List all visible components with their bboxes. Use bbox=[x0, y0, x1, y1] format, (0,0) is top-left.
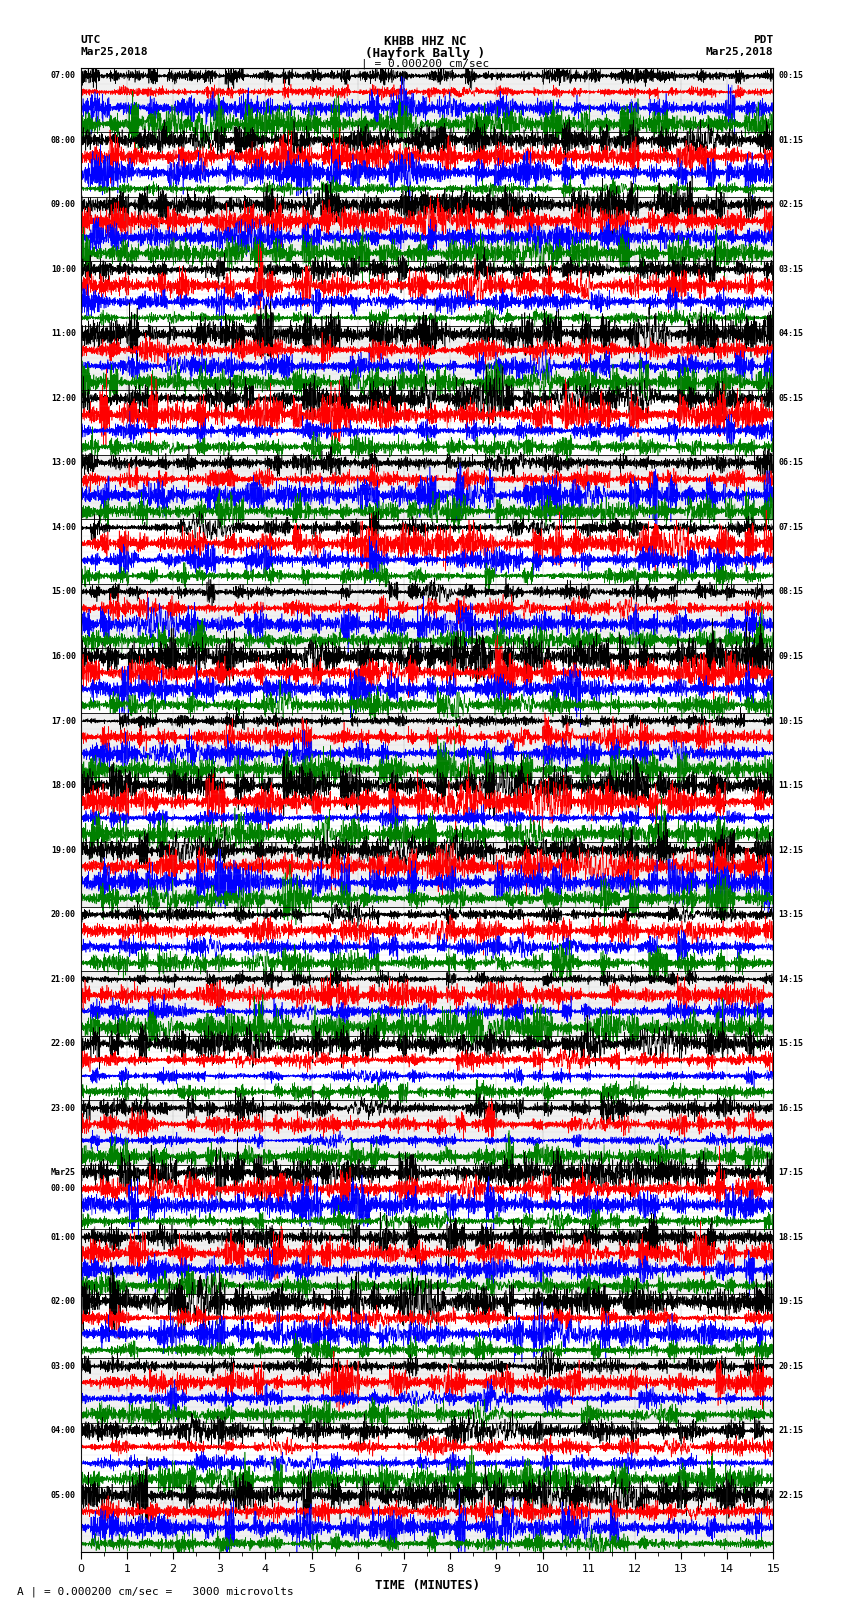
Text: Mar25: Mar25 bbox=[51, 1168, 76, 1177]
Text: 07:15: 07:15 bbox=[779, 523, 803, 532]
Text: Mar25,2018: Mar25,2018 bbox=[81, 47, 148, 56]
Text: 10:15: 10:15 bbox=[779, 716, 803, 726]
Bar bbox=[81, 713, 774, 777]
Text: 15:00: 15:00 bbox=[51, 587, 76, 597]
Text: 13:00: 13:00 bbox=[51, 458, 76, 468]
Bar bbox=[81, 1358, 774, 1423]
Text: 18:00: 18:00 bbox=[51, 781, 76, 790]
Text: 01:00: 01:00 bbox=[51, 1232, 76, 1242]
Text: 02:15: 02:15 bbox=[779, 200, 803, 210]
Text: 13:15: 13:15 bbox=[779, 910, 803, 919]
Text: 03:15: 03:15 bbox=[779, 265, 803, 274]
Bar bbox=[81, 1423, 774, 1487]
Text: 08:00: 08:00 bbox=[51, 135, 76, 145]
Bar bbox=[81, 1294, 774, 1358]
Text: 14:00: 14:00 bbox=[51, 523, 76, 532]
Bar bbox=[81, 1100, 774, 1165]
Text: 01:15: 01:15 bbox=[779, 135, 803, 145]
Bar bbox=[81, 1036, 774, 1100]
Text: 17:00: 17:00 bbox=[51, 716, 76, 726]
Text: | = 0.000200 cm/sec: | = 0.000200 cm/sec bbox=[361, 58, 489, 69]
Text: 02:00: 02:00 bbox=[51, 1297, 76, 1307]
Text: Mar25,2018: Mar25,2018 bbox=[706, 47, 774, 56]
Text: 16:15: 16:15 bbox=[779, 1103, 803, 1113]
Text: 16:00: 16:00 bbox=[51, 652, 76, 661]
Bar bbox=[81, 1229, 774, 1294]
Text: 11:00: 11:00 bbox=[51, 329, 76, 339]
Text: 21:15: 21:15 bbox=[779, 1426, 803, 1436]
Text: PDT: PDT bbox=[753, 35, 774, 45]
Text: 10:00: 10:00 bbox=[51, 265, 76, 274]
Bar bbox=[81, 519, 774, 584]
Bar bbox=[81, 1165, 774, 1229]
Text: KHBB HHZ NC: KHBB HHZ NC bbox=[383, 35, 467, 48]
Bar bbox=[81, 197, 774, 261]
Text: (Hayfork Bally ): (Hayfork Bally ) bbox=[365, 47, 485, 60]
Bar bbox=[81, 648, 774, 713]
Bar bbox=[81, 326, 774, 390]
X-axis label: TIME (MINUTES): TIME (MINUTES) bbox=[375, 1579, 479, 1592]
Text: 11:15: 11:15 bbox=[779, 781, 803, 790]
Text: 15:15: 15:15 bbox=[779, 1039, 803, 1048]
Bar bbox=[81, 842, 774, 907]
Bar bbox=[81, 971, 774, 1036]
Bar bbox=[81, 777, 774, 842]
Text: 20:00: 20:00 bbox=[51, 910, 76, 919]
Bar bbox=[81, 907, 774, 971]
Text: A | = 0.000200 cm/sec =   3000 microvolts: A | = 0.000200 cm/sec = 3000 microvolts bbox=[17, 1586, 294, 1597]
Text: 20:15: 20:15 bbox=[779, 1361, 803, 1371]
Bar bbox=[81, 390, 774, 455]
Text: 19:00: 19:00 bbox=[51, 845, 76, 855]
Bar bbox=[81, 455, 774, 519]
Text: 04:15: 04:15 bbox=[779, 329, 803, 339]
Text: 19:15: 19:15 bbox=[779, 1297, 803, 1307]
Text: 18:15: 18:15 bbox=[779, 1232, 803, 1242]
Text: 04:00: 04:00 bbox=[51, 1426, 76, 1436]
Text: 14:15: 14:15 bbox=[779, 974, 803, 984]
Text: 05:15: 05:15 bbox=[779, 394, 803, 403]
Text: 07:00: 07:00 bbox=[51, 71, 76, 81]
Text: 17:15: 17:15 bbox=[779, 1168, 803, 1177]
Text: 00:00: 00:00 bbox=[51, 1184, 76, 1194]
Text: 06:15: 06:15 bbox=[779, 458, 803, 468]
Bar bbox=[81, 1487, 774, 1552]
Bar bbox=[81, 584, 774, 648]
Text: 23:00: 23:00 bbox=[51, 1103, 76, 1113]
Text: 09:15: 09:15 bbox=[779, 652, 803, 661]
Bar bbox=[81, 261, 774, 326]
Text: 09:00: 09:00 bbox=[51, 200, 76, 210]
Text: 12:15: 12:15 bbox=[779, 845, 803, 855]
Text: 00:15: 00:15 bbox=[779, 71, 803, 81]
Bar bbox=[81, 68, 774, 132]
Text: 21:00: 21:00 bbox=[51, 974, 76, 984]
Text: 08:15: 08:15 bbox=[779, 587, 803, 597]
Text: UTC: UTC bbox=[81, 35, 101, 45]
Text: 05:00: 05:00 bbox=[51, 1490, 76, 1500]
Bar bbox=[81, 132, 774, 197]
Text: 12:00: 12:00 bbox=[51, 394, 76, 403]
Text: 22:00: 22:00 bbox=[51, 1039, 76, 1048]
Text: 22:15: 22:15 bbox=[779, 1490, 803, 1500]
Text: 03:00: 03:00 bbox=[51, 1361, 76, 1371]
